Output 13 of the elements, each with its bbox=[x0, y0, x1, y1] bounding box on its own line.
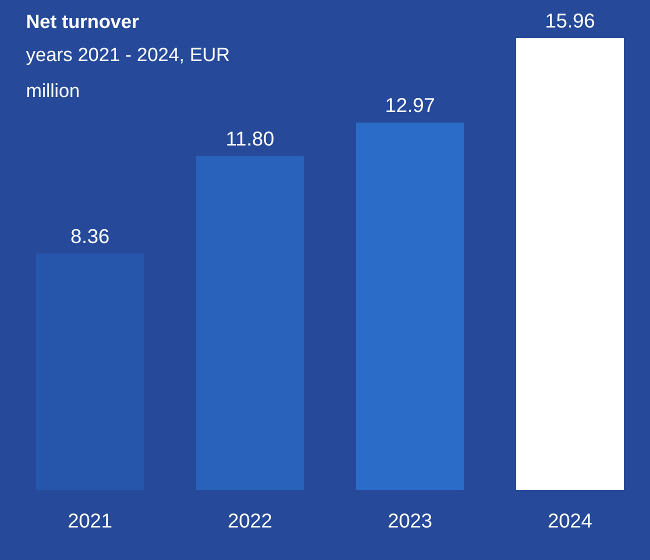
bar bbox=[356, 122, 464, 490]
bar bbox=[516, 38, 624, 490]
text: years 2021 - 2024, EUR million bbox=[26, 44, 231, 104]
chart-title: Net turnover bbox=[26, 12, 140, 34]
x-tick-label: 2022 bbox=[228, 510, 272, 533]
data-label: 8.36 bbox=[70, 226, 110, 248]
bar bbox=[196, 156, 304, 490]
x-tick-label: 2021 bbox=[68, 510, 112, 533]
x-tick-label: 2023 bbox=[388, 510, 432, 533]
data-label: 15.96 bbox=[544, 10, 596, 33]
x-tick-label: 2024 bbox=[548, 510, 592, 533]
data-label: 12.97 bbox=[384, 95, 436, 118]
data-label: 11.80 bbox=[226, 128, 274, 150]
